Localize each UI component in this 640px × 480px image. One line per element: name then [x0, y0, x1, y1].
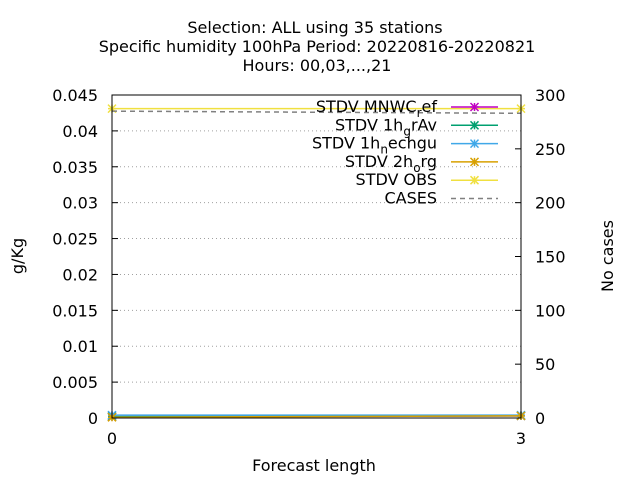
x-tick-label: 0	[107, 429, 117, 448]
y-tick-label: 0.01	[62, 337, 98, 356]
y2-tick-label: 100	[535, 301, 566, 320]
chart-title-line-2: Specific humidity 100hPa Period: 2022081…	[99, 37, 536, 56]
x-tick-label: 3	[516, 429, 526, 448]
y-tick-label: 0.035	[52, 158, 98, 177]
legend-label: STDV 1hnechgu	[312, 134, 437, 157]
y2-tick-label: 0	[535, 409, 545, 428]
legend-marker	[469, 175, 480, 185]
series-layer	[107, 104, 526, 422]
y-tick-label: 0.04	[62, 122, 98, 141]
y-tick-label: 0.025	[52, 230, 98, 249]
legend-marker	[469, 157, 480, 167]
legend-label: CASES	[384, 189, 437, 208]
grid	[112, 130, 521, 383]
y2-tick-label: 300	[535, 86, 566, 105]
chart-title: Selection: ALL using 35 stations Specifi…	[99, 18, 536, 75]
y-tick-label: 0.045	[52, 86, 98, 105]
x-axis-label: Forecast length	[252, 456, 376, 475]
series-line	[111, 415, 522, 419]
y2-tick-label: 50	[535, 355, 555, 374]
y2-tick-label: 150	[535, 248, 566, 267]
y-tick-label: 0.005	[52, 373, 98, 392]
legend-marker	[469, 120, 480, 130]
y-tick-label: 0	[88, 409, 98, 428]
chart-title-line-3: Hours: 00,03,...,21	[243, 56, 392, 75]
legend-label: STDV 1hgrAv	[335, 115, 437, 138]
series-3	[107, 411, 526, 422]
y-tick-label: 0.03	[62, 194, 98, 213]
legend-label: STDV 2horg	[345, 152, 437, 175]
y2-tick-label: 250	[535, 140, 566, 159]
legend-marker	[469, 102, 480, 112]
y2-axis-label: No cases	[598, 220, 617, 292]
y2-axis-ticks: 0 50 100 150 200 250 300	[515, 86, 566, 428]
y-axis-label: g/Kg	[8, 238, 27, 274]
y-tick-label: 0.015	[52, 301, 98, 320]
y-tick-label: 0.02	[62, 265, 98, 284]
legend-label: STDV MNWCref	[316, 97, 438, 120]
y-axis-ticks: 0 0.005 0.01 0.015 0.02 0.025 0.03 0.035 0.04 0.0…	[52, 86, 118, 428]
legend-label: STDV OBS	[356, 170, 437, 189]
legend-marker	[469, 139, 480, 149]
y2-tick-label: 200	[535, 194, 566, 213]
plot-frame	[111, 94, 522, 419]
chart-title-line-1: Selection: ALL using 35 stations	[187, 18, 442, 37]
